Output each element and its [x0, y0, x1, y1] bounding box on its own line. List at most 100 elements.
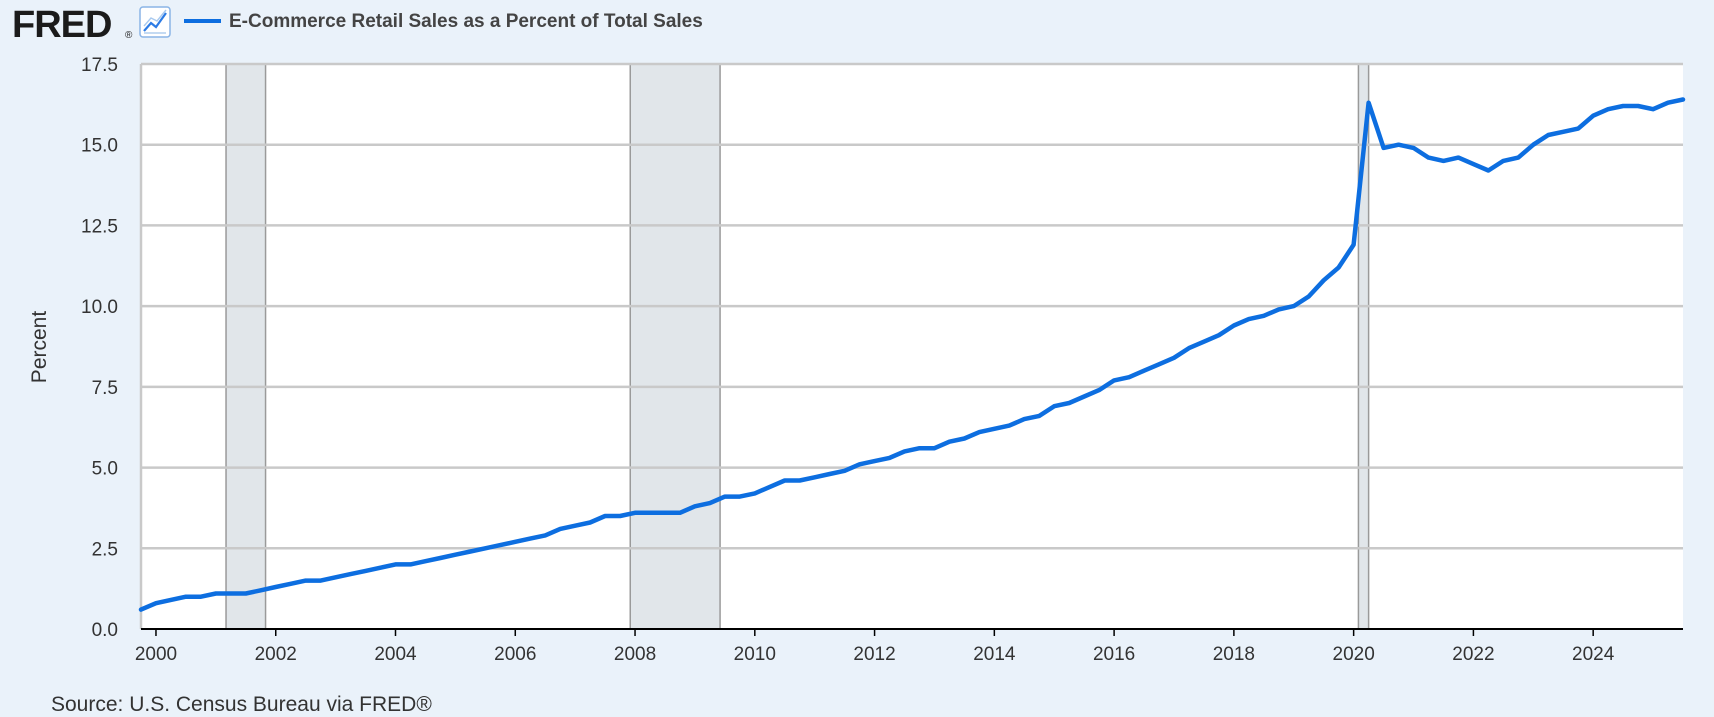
data-point: [1472, 162, 1475, 166]
data-point: [1442, 159, 1445, 163]
fred-logo[interactable]: FRED ®: [12, 4, 133, 46]
x-tick-label: 2000: [135, 644, 177, 665]
data-point: [259, 589, 262, 592]
data-point: [573, 524, 577, 527]
data-point: [978, 430, 981, 434]
data-point: [334, 576, 337, 579]
series-line-0[interactable]: [138, 97, 1686, 612]
data-point: [409, 563, 412, 566]
recession-shading: [225, 64, 1370, 629]
data-point: [1053, 405, 1056, 408]
data-point: [379, 566, 382, 569]
data-point: [1157, 363, 1161, 366]
data-point: [783, 479, 786, 482]
data-point: [1412, 146, 1415, 150]
data-point: [1038, 414, 1041, 418]
data-point: [933, 447, 936, 450]
data-point: [1577, 127, 1580, 130]
data-point: [753, 492, 757, 495]
data-point: [648, 511, 652, 514]
x-tick-label: 2018: [1213, 644, 1255, 665]
data-point: [1367, 101, 1370, 104]
data-point: [1217, 334, 1221, 337]
data-point: [1666, 101, 1670, 104]
data-point: [229, 592, 233, 595]
data-point: [1382, 146, 1385, 150]
x-tick-label: 2008: [614, 644, 656, 665]
data-point: [1142, 369, 1146, 372]
x-tick-label: 2012: [853, 644, 895, 665]
data-point: [469, 550, 472, 553]
data-point: [304, 579, 307, 582]
data-point: [1427, 156, 1430, 159]
data-point: [1127, 375, 1131, 379]
data-point: [154, 601, 158, 605]
source-note: Source: U.S. Census Bureau via FRED®: [51, 693, 432, 716]
data-point: [738, 495, 742, 498]
data-point: [858, 463, 861, 466]
data-point: [1112, 379, 1116, 382]
data-point: [888, 456, 891, 460]
x-tick-label: 2010: [734, 644, 776, 665]
data-point: [1172, 356, 1176, 359]
data-point: [798, 479, 801, 482]
data-point: [514, 540, 517, 544]
data-point: [544, 534, 547, 537]
y-tick-label: 17.5: [81, 55, 118, 76]
y-tick-label: 15.0: [81, 136, 118, 157]
data-point: [1082, 395, 1086, 398]
data-point: [618, 514, 622, 518]
data-point: [663, 511, 667, 514]
data-point: [558, 527, 562, 531]
y-tick-label: 0.0: [92, 620, 118, 641]
x-tick-label: 2016: [1093, 644, 1135, 665]
data-point: [484, 547, 487, 550]
data-point: [1487, 169, 1490, 172]
data-point: [1352, 243, 1355, 246]
data-point: [1636, 104, 1640, 108]
data-point: [424, 560, 427, 563]
data-point: [1457, 156, 1460, 159]
y-tick-label: 2.5: [92, 539, 118, 560]
data-point: [499, 543, 502, 547]
data-point: [1337, 266, 1340, 269]
data-point: [214, 592, 218, 595]
data-point: [1651, 108, 1655, 111]
data-point: [1187, 346, 1191, 350]
data-point: [1277, 308, 1280, 311]
data-point: [1262, 314, 1266, 318]
data-point: [1681, 98, 1685, 101]
data-point: [289, 582, 292, 585]
data-point: [1067, 401, 1071, 405]
data-point: [948, 440, 951, 443]
data-point: [1307, 295, 1310, 298]
data-point: [828, 472, 831, 476]
x-axis-ticks: 2000 2002 2004 2006 2008 2010 2012 2014 2016 2018…: [135, 629, 1615, 665]
data-point: [1247, 317, 1251, 321]
data-point: [319, 579, 322, 582]
y-tick-label: 10.0: [81, 297, 118, 318]
data-point: [1397, 143, 1400, 146]
data-point: [1502, 159, 1505, 163]
data-point: [903, 450, 906, 453]
recession-band-2: [1358, 64, 1369, 629]
x-tick-label: 2002: [255, 644, 297, 665]
data-point: [169, 598, 173, 602]
data-point: [723, 495, 727, 498]
grid-lines: [139, 62, 1683, 629]
data-point: [244, 592, 247, 595]
series-layer: [138, 97, 1686, 612]
x-tick-label: 2006: [494, 644, 536, 665]
data-point: [1097, 388, 1101, 392]
legend-label: E-Commerce Retail Sales as a Percent of …: [229, 11, 703, 32]
x-tick-label: 2022: [1452, 644, 1494, 665]
y-axis-ticks: 0.0 2.5 5.0 7.5 10.0 12.5 15.0 17.5: [81, 55, 118, 641]
data-point: [873, 459, 876, 463]
legend[interactable]: E-Commerce Retail Sales as a Percent of …: [184, 11, 703, 32]
data-point: [1606, 108, 1610, 111]
data-point: [603, 514, 607, 518]
data-point: [139, 608, 143, 611]
logo-registered: ®: [125, 30, 133, 41]
data-point: [768, 485, 771, 489]
data-point: [274, 585, 277, 589]
